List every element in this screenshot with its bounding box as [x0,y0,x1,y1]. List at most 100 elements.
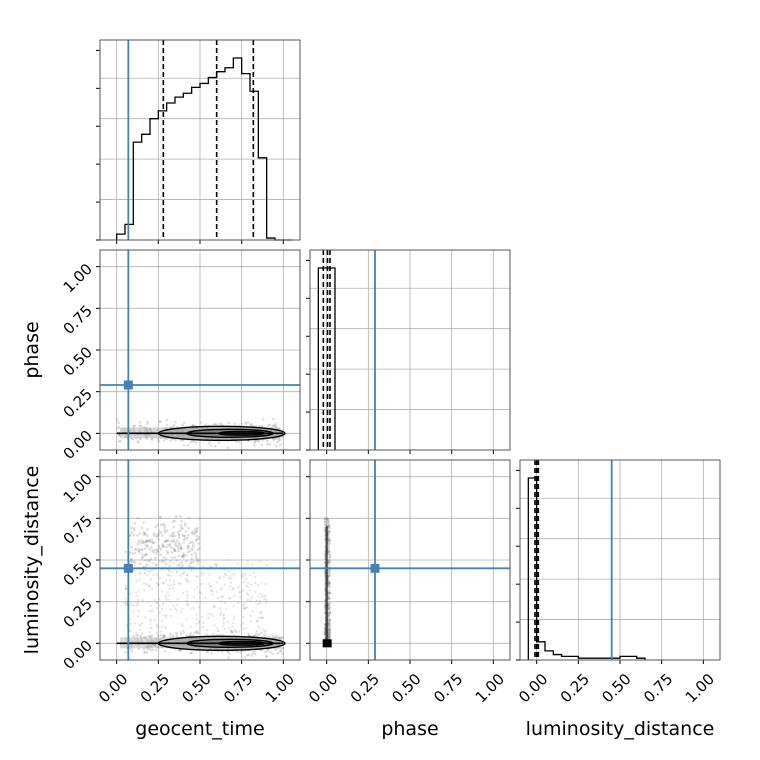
scatter-point [200,582,203,586]
scatter-point [327,570,330,574]
scatter-point [181,555,185,559]
scatter-point [178,543,182,546]
scatter-point [150,438,154,441]
scatter-point [193,588,196,591]
scatter-point [245,606,249,609]
scatter-point [161,581,164,584]
scatter-point [164,626,167,629]
scatter-point [278,443,282,446]
scatter-point [259,617,263,620]
scatter-point [170,584,173,587]
scatter-point [228,597,232,600]
scatter-point [325,524,329,527]
scatter-point [188,549,191,553]
scatter-point [182,534,186,537]
y-axis-label-phase: phase [21,321,43,378]
scatter-point [188,634,192,637]
scatter-point [175,609,178,612]
scatter-point [188,564,191,568]
scatter-point [137,609,140,613]
scatter-point [253,581,257,585]
scatter-point [186,444,190,447]
scatter-point [177,554,181,558]
scatter-point [217,596,220,600]
scatter-point [232,604,235,607]
scatter-point [179,514,182,518]
scatter-point [166,583,170,587]
scatter-point [328,569,331,572]
scatter-point [152,532,156,535]
scatter-point [327,636,331,639]
scatter-point [236,563,240,566]
scatter-point [159,553,162,557]
scatter-point [237,601,240,604]
scatter-point [195,630,198,633]
scatter-point [328,636,331,639]
scatter-point [327,586,331,589]
scatter-point [186,574,189,577]
scatter-point [231,621,235,625]
scatter-point [328,526,332,530]
scatter-point [129,622,132,626]
scatter-point [138,562,142,566]
scatter-point [166,539,170,542]
scatter-point [249,423,252,426]
scatter-point [177,547,180,550]
scatter-point [247,585,250,589]
scatter-point [172,538,175,541]
scatter-point [212,423,215,427]
scatter-point [153,556,157,560]
scatter-point [132,610,135,613]
scatter-point [256,583,260,587]
scatter-point [139,624,142,628]
scatter-point [327,549,331,552]
scatter-point [136,598,140,602]
scatter-point [260,616,264,619]
scatter-point [260,424,264,428]
scatter-point [143,650,147,654]
scatter-point [155,564,158,567]
scatter-point [175,515,178,518]
scatter-point [327,573,331,577]
scatter-point [328,629,332,632]
scatter-point [214,422,217,426]
scatter-point [143,553,147,557]
scatter-point [328,606,331,610]
scatter-point [327,560,331,563]
scatter-point [138,424,141,428]
scatter-point [172,540,175,543]
scatter-point [328,607,331,610]
scatter-point [143,547,147,550]
scatter-point [243,602,246,606]
scatter-point [184,523,187,527]
scatter-point [213,604,216,608]
scatter-point [206,650,210,653]
scatter-point [163,560,167,564]
scatter-point [189,625,192,629]
scatter-point [140,556,144,560]
scatter-point [152,561,155,565]
scatter-point [177,536,181,540]
scatter-point [229,630,233,633]
scatter-point [148,548,152,551]
scatter-point [128,592,132,596]
scatter-point [325,517,329,520]
scatter-point [186,536,189,540]
scatter-point [217,577,221,580]
scatter-point [208,573,211,576]
scatter-point [144,544,147,547]
scatter-point [239,595,242,599]
scatter-point [125,603,128,607]
scatter-point [197,559,200,562]
scatter-point [226,650,230,654]
scatter-point [209,585,212,588]
scatter-point [194,527,197,531]
scatter-point [211,590,214,593]
scatter-point [117,425,121,429]
scatter-point [183,534,187,538]
scatter-point [235,650,239,654]
scatter-point [327,581,331,584]
scatter-point [147,570,151,573]
scatter-point [175,570,179,574]
